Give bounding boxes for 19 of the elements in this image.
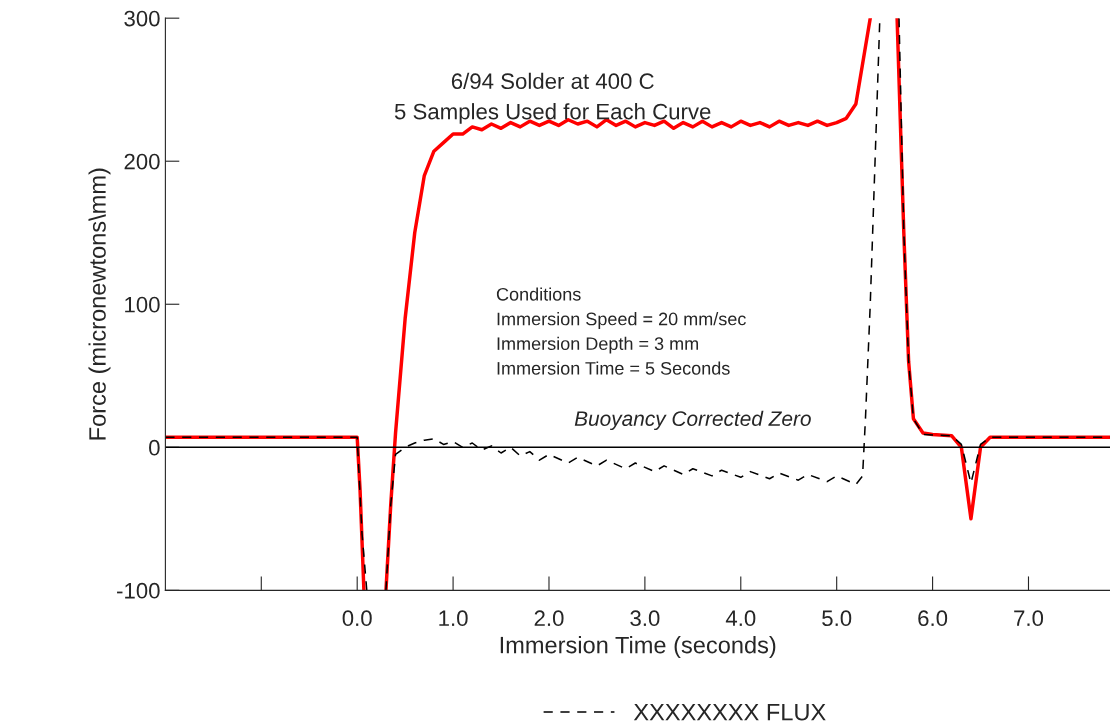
legend-label: XXXXXXXX FLUX [633, 703, 826, 721]
x-tick-label: 2.0 [534, 610, 564, 627]
x-tick-label: 4.0 [725, 610, 756, 627]
x-tick-label: 5.0 [822, 610, 852, 627]
x-tick-label: 3.0 [630, 610, 660, 627]
x-tick-label: 7.0 [1014, 610, 1044, 627]
y-tick-label: 0 [149, 439, 160, 456]
x-axis-title: Immersion Time (seconds) [500, 636, 776, 659]
y-tick-label: -100 [117, 582, 160, 599]
y-tick-label: 200 [124, 153, 160, 170]
y-tick-label: 300 [124, 10, 160, 27]
annotation: Conditions Immersion Speed = 20 mm/sec Immersion Depth = 3 mm Immersion Time = 5 Seconds [496, 287, 746, 375]
x-tick-label: 1.0 [439, 610, 468, 627]
annotation: 6/94 Solder at 400 C 5 Samples Used for Each Curve [394, 72, 711, 124]
x-tick-label: 6.0 [918, 610, 948, 627]
y-tick-label: 100 [125, 296, 160, 313]
x-tick-label: 0.0 [342, 610, 372, 627]
ref-line-label: Buoyancy Corrected Zero [574, 410, 811, 431]
y-axis-title: Force (micronewtons\mm) [88, 168, 111, 440]
